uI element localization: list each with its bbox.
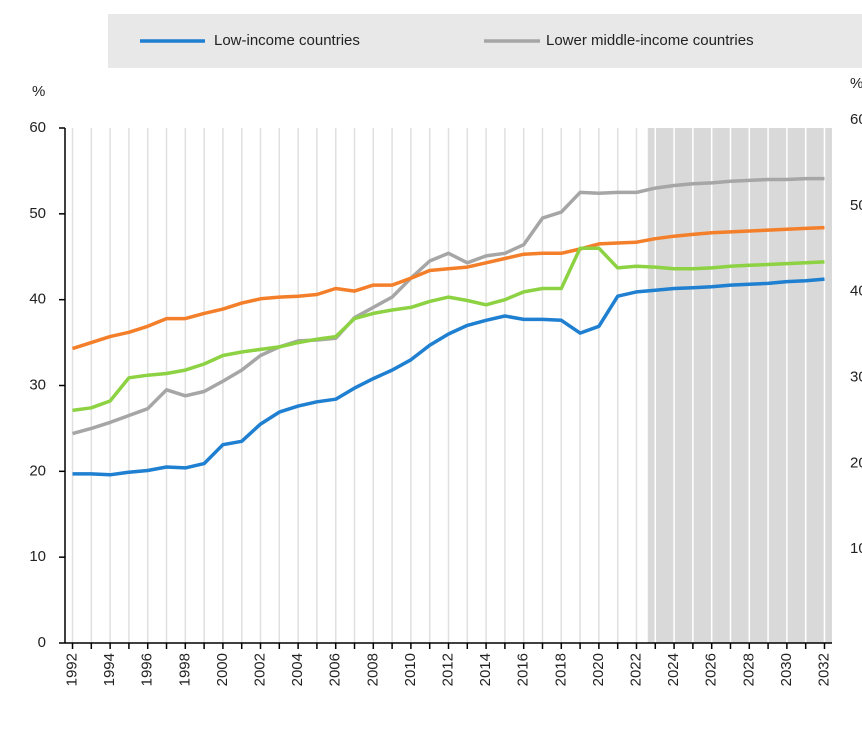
series-line bbox=[72, 176, 825, 436]
projection-shade bbox=[647, 128, 832, 643]
y-tick-label: 50 bbox=[29, 205, 46, 222]
series-line bbox=[72, 246, 825, 413]
series-line bbox=[72, 277, 825, 477]
x-tick-label: 2010 bbox=[402, 653, 419, 686]
x-tick-label: 2016 bbox=[515, 653, 532, 686]
x-tick-label: 1998 bbox=[176, 653, 193, 686]
y2-tick-label: 10 bbox=[850, 540, 862, 557]
y2-axis-label: % bbox=[850, 75, 862, 92]
y2-tick-label: 40 bbox=[850, 283, 862, 300]
x-tick-label: 2014 bbox=[477, 653, 494, 686]
y-tick-label: 10 bbox=[29, 548, 46, 565]
x-tick-label: 2006 bbox=[327, 653, 344, 686]
x-tick-label: 2020 bbox=[590, 653, 607, 686]
legend-label: Low-income countries bbox=[214, 32, 360, 49]
y2-tick-label: 20 bbox=[850, 454, 862, 471]
y-tick-label: 20 bbox=[29, 462, 46, 479]
x-tick-label: 1992 bbox=[63, 653, 80, 686]
x-tick-label: 2000 bbox=[214, 653, 231, 686]
legend-label: Lower middle-income countries bbox=[546, 32, 754, 49]
x-tick-label: 2032 bbox=[815, 653, 832, 686]
x-tick-label: 2012 bbox=[439, 653, 456, 686]
x-tick-label: 2030 bbox=[778, 653, 795, 686]
y-tick-label: 60 bbox=[29, 119, 46, 136]
x-tick-label: 2022 bbox=[627, 653, 644, 686]
x-tick-label: 2018 bbox=[552, 653, 569, 686]
x-tick-label: 2004 bbox=[289, 653, 306, 686]
x-tick-label: 1996 bbox=[139, 653, 156, 686]
series-line bbox=[71, 225, 825, 351]
x-tick-label: 1994 bbox=[101, 653, 118, 686]
x-tick-label: 2002 bbox=[251, 653, 268, 686]
y2-tick-label: 60 bbox=[850, 111, 862, 128]
y2-tick-label: 50 bbox=[850, 197, 862, 214]
x-tick-label: 2028 bbox=[740, 653, 757, 686]
x-tick-label: 2008 bbox=[364, 653, 381, 686]
y-tick-label: 40 bbox=[29, 291, 46, 308]
y-tick-label: 0 bbox=[38, 634, 46, 651]
x-tick-label: 2026 bbox=[703, 653, 720, 686]
y-tick-label: 30 bbox=[29, 376, 46, 393]
legend: Low-income countries Lower middle-income … bbox=[140, 32, 754, 49]
x-tick-label: 2024 bbox=[665, 653, 682, 686]
y-axis-label: % bbox=[32, 83, 45, 100]
y2-tick-label: 30 bbox=[850, 368, 862, 385]
